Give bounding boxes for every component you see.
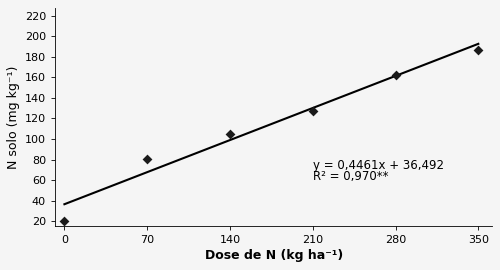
X-axis label: Dose de N (kg ha⁻¹): Dose de N (kg ha⁻¹)	[204, 249, 343, 262]
Y-axis label: N solo (mg kg⁻¹): N solo (mg kg⁻¹)	[8, 65, 20, 168]
Point	[474, 48, 482, 52]
Text: R² = 0,970**: R² = 0,970**	[312, 170, 388, 183]
Text: y = 0,4461x + 36,492: y = 0,4461x + 36,492	[312, 159, 444, 172]
Point	[392, 73, 400, 77]
Point	[143, 156, 151, 161]
Point	[60, 219, 68, 223]
Point	[308, 109, 316, 113]
Point	[226, 132, 234, 136]
